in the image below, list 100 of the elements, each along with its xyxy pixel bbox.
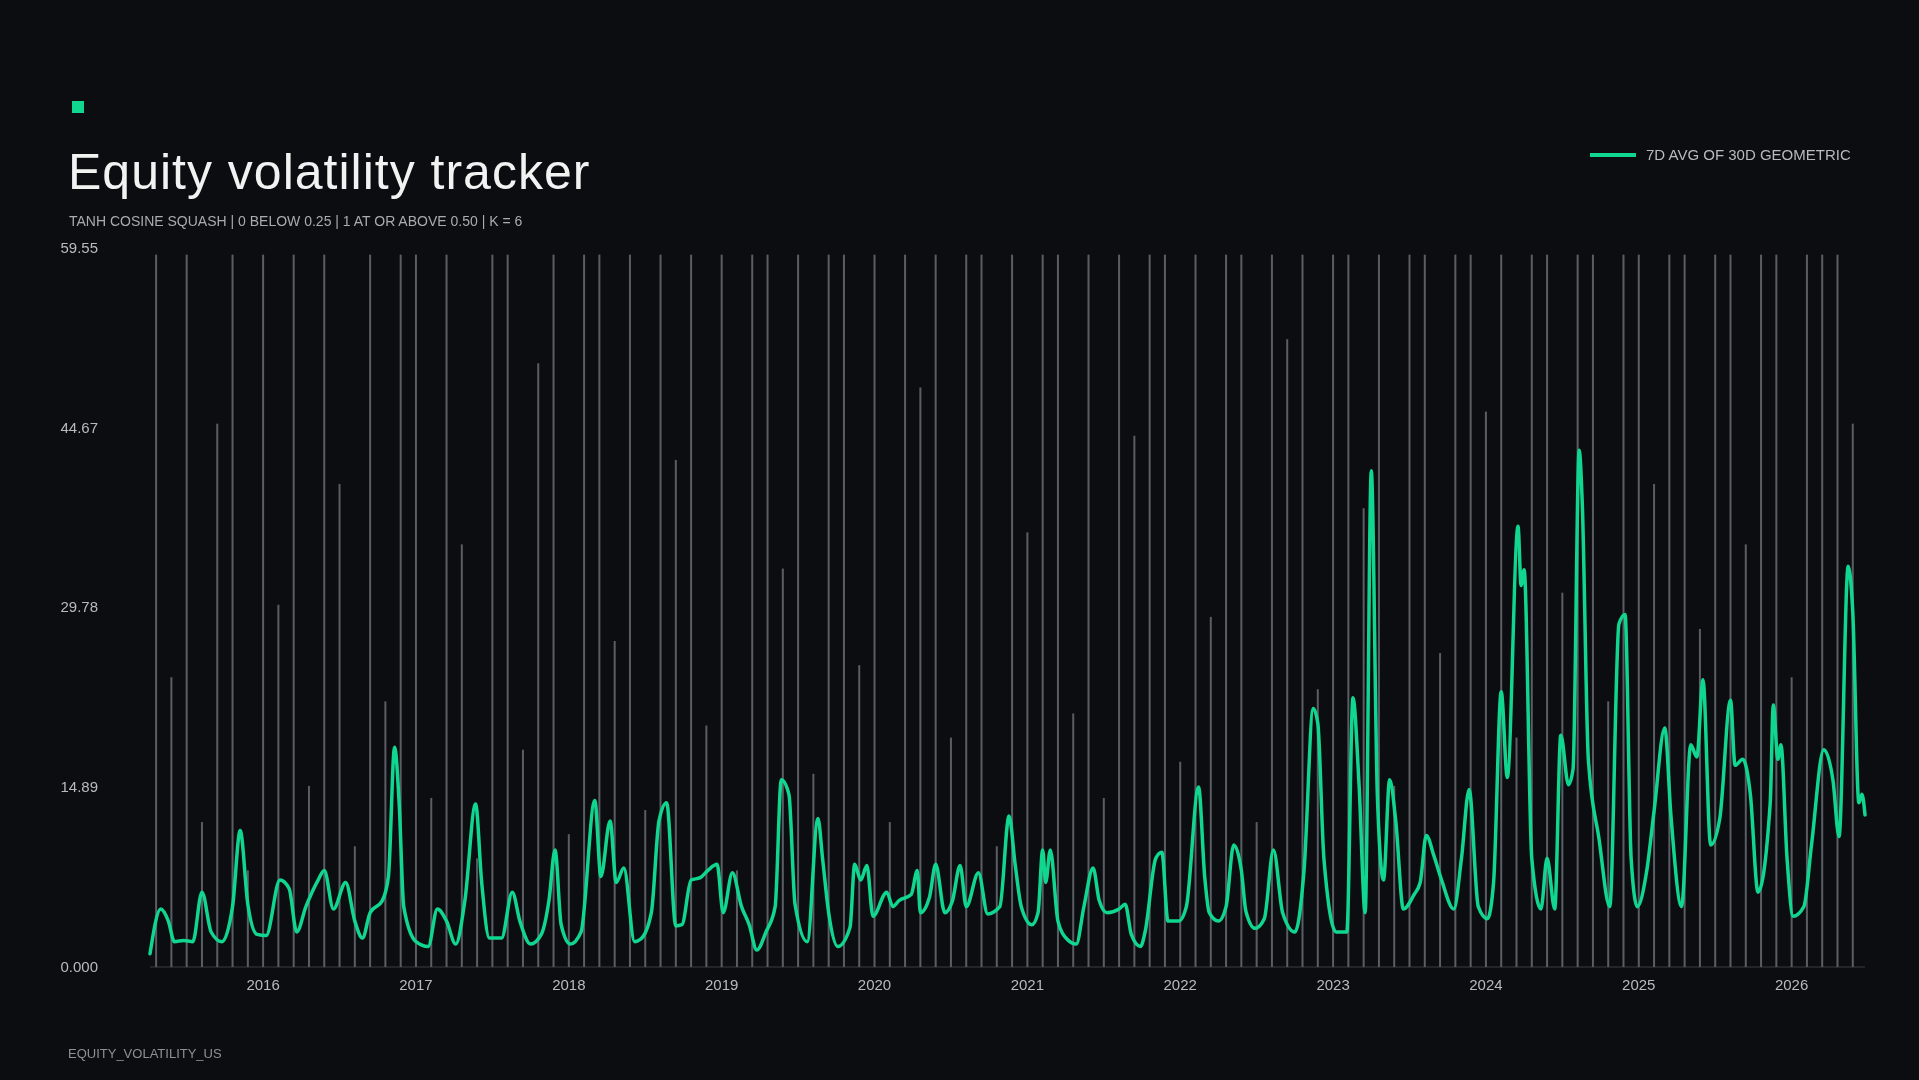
bar: [216, 423, 219, 967]
bar: [1408, 254, 1411, 967]
bar: [460, 544, 463, 967]
bar: [1775, 254, 1778, 967]
bar: [292, 254, 295, 967]
x-tick-label: 2018: [552, 976, 586, 993]
bar: [965, 254, 968, 967]
bar: [1301, 254, 1304, 967]
bar: [338, 484, 341, 967]
bar: [1270, 254, 1273, 967]
bar: [674, 459, 677, 967]
bar: [231, 254, 234, 967]
bar: [1377, 254, 1380, 967]
bar: [537, 363, 540, 967]
bar: [827, 254, 830, 967]
bar: [1469, 254, 1472, 967]
bar: [307, 785, 310, 967]
bar: [200, 822, 203, 967]
bar: [384, 701, 387, 967]
bar: [1668, 254, 1671, 967]
bar: [1500, 254, 1503, 967]
x-tick-label: 2021: [1010, 976, 1045, 993]
bar: [1255, 822, 1258, 967]
bar: [567, 834, 570, 967]
bar: [1546, 254, 1549, 967]
bar: [1760, 254, 1763, 967]
bar: [476, 858, 479, 967]
bar: [1118, 254, 1121, 967]
bar: [1821, 254, 1824, 967]
y-tick-label: 14.89: [60, 778, 98, 796]
bar: [1011, 254, 1014, 967]
bar: [277, 604, 280, 967]
bar: [751, 254, 754, 967]
bar: [873, 254, 876, 967]
bar: [1102, 797, 1105, 967]
bar: [720, 254, 723, 967]
bar: [888, 822, 891, 967]
x-tick-label: 2020: [857, 976, 892, 993]
y-tick-label: 0.000: [60, 958, 98, 975]
bar: [1515, 737, 1518, 967]
bar: [842, 254, 845, 967]
bar: [1240, 254, 1243, 967]
bar: [781, 568, 784, 967]
bar: [1729, 254, 1732, 967]
bar: [949, 737, 952, 967]
bar: [170, 677, 173, 967]
x-tick-label: 2019: [704, 976, 739, 993]
bar: [1179, 761, 1182, 967]
bar: [1484, 411, 1487, 967]
bar: [1423, 254, 1426, 967]
bar: [934, 254, 937, 967]
x-tick-label: 2016: [246, 976, 280, 993]
line-series: [148, 448, 1867, 956]
bar: [155, 254, 158, 967]
bar: [598, 254, 601, 967]
x-tick-label: 2025: [1622, 976, 1656, 993]
bar: [445, 254, 448, 967]
bar: [552, 254, 555, 967]
bar: [659, 254, 662, 967]
chart-subtitle: TANH COSINE SQUASH | 0 BELOW 0.25 | 1 AT OR ABOVE 0.50 | K = 6: [69, 213, 523, 229]
bar: [1530, 254, 1533, 967]
x-tick-label: 2024: [1469, 976, 1503, 993]
bar: [414, 254, 417, 967]
chart-title: Equity volatility tracker: [68, 144, 591, 200]
bar: [1591, 254, 1594, 967]
y-tick-label: 29.78: [60, 598, 98, 616]
bar: [797, 254, 800, 967]
bar: [1454, 254, 1457, 967]
x-tick-label: 2023: [1316, 976, 1350, 993]
y-tick-label: 44.67: [60, 418, 98, 436]
bar: [995, 846, 998, 967]
bar: [1225, 254, 1228, 967]
bar: [1087, 254, 1090, 967]
bar: [1286, 339, 1289, 967]
bar: [904, 254, 907, 967]
bar: [262, 254, 265, 967]
bar: [1561, 592, 1564, 967]
bar: [766, 254, 769, 967]
bar: [1607, 701, 1610, 967]
bar: [1805, 254, 1808, 967]
legend-label: 7D AVG OF 30D GEOMETRIC: [1646, 146, 1851, 163]
bar: [613, 641, 616, 967]
bar: [644, 810, 647, 967]
bar: [1790, 677, 1793, 967]
bar: [628, 254, 631, 967]
bar: [1439, 653, 1442, 967]
bar: [919, 387, 922, 967]
x-tick-label: 2017: [399, 976, 433, 993]
bar: [1637, 254, 1640, 967]
bar: [1209, 616, 1212, 967]
bar: [1148, 254, 1151, 967]
bar: [369, 254, 372, 967]
bar: [980, 254, 983, 967]
bar: [705, 725, 708, 967]
x-tick-label: 2022: [1163, 976, 1197, 993]
bar: [1056, 254, 1059, 967]
bar: [1026, 532, 1029, 967]
bar: [1714, 254, 1717, 967]
bar: [1622, 254, 1625, 967]
bar: [1041, 254, 1044, 967]
